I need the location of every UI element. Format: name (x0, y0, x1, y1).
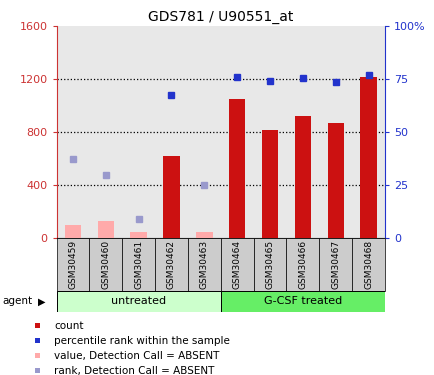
Text: G-CSF treated: G-CSF treated (263, 296, 341, 306)
Bar (286, 26, 319, 238)
Text: value, Detection Call = ABSENT: value, Detection Call = ABSENT (54, 351, 219, 361)
Bar (294, 116, 310, 238)
Text: percentile rank within the sample: percentile rank within the sample (54, 336, 230, 346)
Bar (253, 26, 286, 238)
Text: rank, Detection Call = ABSENT: rank, Detection Call = ABSENT (54, 366, 214, 375)
Bar (155, 26, 187, 238)
FancyBboxPatch shape (286, 238, 319, 291)
FancyBboxPatch shape (352, 238, 384, 291)
Bar (122, 26, 155, 238)
Bar (359, 76, 376, 238)
Text: GSM30461: GSM30461 (134, 240, 143, 289)
Bar (65, 225, 81, 238)
Title: GDS781 / U90551_at: GDS781 / U90551_at (148, 10, 293, 24)
FancyBboxPatch shape (89, 238, 122, 291)
Bar (220, 26, 253, 238)
Bar (352, 26, 384, 238)
Bar (196, 232, 212, 238)
FancyBboxPatch shape (220, 291, 384, 312)
Bar (89, 26, 122, 238)
Text: GSM30459: GSM30459 (68, 240, 77, 289)
Bar (319, 26, 352, 238)
Text: GSM30465: GSM30465 (265, 240, 274, 289)
Text: GSM30463: GSM30463 (199, 240, 208, 289)
FancyBboxPatch shape (319, 238, 352, 291)
FancyBboxPatch shape (253, 238, 286, 291)
FancyBboxPatch shape (122, 238, 155, 291)
Text: GSM30468: GSM30468 (363, 240, 372, 289)
Text: GSM30460: GSM30460 (101, 240, 110, 289)
Bar (163, 156, 179, 238)
FancyBboxPatch shape (220, 238, 253, 291)
Text: GSM30462: GSM30462 (167, 240, 176, 289)
Text: GSM30467: GSM30467 (330, 240, 339, 289)
Bar (130, 231, 147, 238)
Text: count: count (54, 321, 84, 331)
Bar (261, 129, 278, 238)
FancyBboxPatch shape (56, 238, 89, 291)
Text: GSM30466: GSM30466 (298, 240, 307, 289)
Text: agent: agent (2, 297, 32, 306)
Bar (228, 99, 245, 238)
FancyBboxPatch shape (155, 238, 187, 291)
FancyBboxPatch shape (56, 291, 220, 312)
Bar (187, 26, 220, 238)
Bar (56, 26, 89, 238)
Text: untreated: untreated (111, 296, 166, 306)
Text: GSM30464: GSM30464 (232, 240, 241, 289)
Bar (97, 221, 114, 238)
Text: ▶: ▶ (38, 297, 46, 306)
Bar (327, 123, 343, 238)
FancyBboxPatch shape (187, 238, 220, 291)
